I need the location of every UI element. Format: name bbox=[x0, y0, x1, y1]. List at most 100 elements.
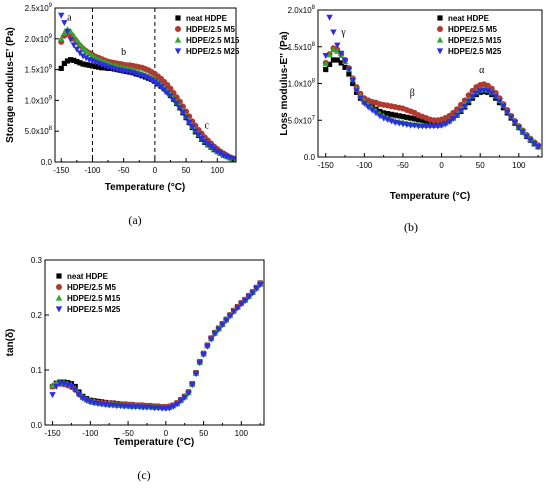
y-tick-label: 0.2 bbox=[31, 311, 43, 320]
data-point bbox=[58, 65, 64, 71]
legend-entry: HDPE/2.5 M25 bbox=[448, 47, 502, 56]
data-point bbox=[488, 90, 495, 97]
data-point bbox=[67, 28, 74, 35]
data-point bbox=[73, 46, 81, 53]
x-tick-label: 50 bbox=[476, 161, 485, 170]
data-point bbox=[507, 114, 515, 121]
legend-entry: HDPE/2.5 M5 bbox=[186, 25, 235, 34]
data-point bbox=[67, 36, 74, 43]
legend-entry: neat HDPE bbox=[67, 272, 109, 281]
data-point bbox=[449, 116, 457, 123]
data-point bbox=[461, 103, 468, 110]
data-point bbox=[408, 115, 414, 121]
y-axis-label: Storage modulus-E' (Pa) bbox=[5, 27, 16, 143]
data-point bbox=[357, 95, 364, 102]
data-point bbox=[345, 66, 353, 73]
legend-entry: HDPE/2.5 M5 bbox=[67, 283, 116, 292]
y-axis-label: Loss modulus-E'' (Pa) bbox=[279, 31, 290, 135]
data-point bbox=[201, 139, 208, 146]
data-point bbox=[361, 100, 368, 107]
y-tick-label: 0.0 bbox=[31, 421, 43, 430]
data-point bbox=[204, 343, 211, 350]
data-point bbox=[58, 12, 65, 19]
data-point bbox=[181, 394, 188, 401]
data-point bbox=[330, 29, 337, 36]
data-point bbox=[53, 383, 60, 390]
data-point bbox=[419, 117, 425, 123]
data-point bbox=[179, 110, 187, 117]
data-point bbox=[392, 112, 398, 118]
data-point bbox=[86, 50, 93, 57]
data-point bbox=[404, 114, 410, 120]
data-point bbox=[89, 63, 96, 69]
data-point bbox=[453, 112, 461, 119]
data-point bbox=[365, 104, 372, 111]
data-point bbox=[71, 57, 77, 63]
data-point bbox=[164, 90, 171, 97]
y-tick-label: 2.0x109 bbox=[25, 34, 53, 44]
data-point bbox=[192, 128, 199, 135]
data-point bbox=[167, 93, 174, 100]
x-axis-label: Temperature (°C) bbox=[114, 437, 195, 448]
data-point bbox=[400, 113, 406, 120]
x-tick-label: -50 bbox=[397, 161, 409, 170]
data-point bbox=[175, 26, 181, 32]
data-point bbox=[173, 100, 180, 107]
data-point bbox=[49, 392, 56, 399]
data-point bbox=[61, 60, 67, 67]
data-point bbox=[229, 156, 237, 163]
legend-entry: neat HDPE bbox=[186, 14, 228, 23]
data-point bbox=[384, 111, 391, 117]
data-point bbox=[210, 146, 218, 153]
data-point bbox=[388, 111, 394, 117]
data-point bbox=[79, 395, 86, 402]
data-point bbox=[70, 42, 77, 49]
data-point bbox=[223, 317, 230, 324]
y-tick-label: 1.0x108 bbox=[288, 79, 316, 89]
x-tick-label: -150 bbox=[45, 429, 62, 438]
annotation-label: a bbox=[67, 12, 72, 23]
y-tick-label: 1.0x109 bbox=[25, 95, 53, 105]
data-point bbox=[519, 129, 526, 136]
data-point bbox=[96, 64, 102, 70]
data-point bbox=[473, 90, 480, 97]
data-point bbox=[465, 92, 472, 99]
data-point bbox=[253, 286, 260, 292]
data-point bbox=[438, 122, 445, 129]
data-point bbox=[182, 115, 190, 122]
data-point bbox=[226, 313, 234, 320]
data-point bbox=[411, 116, 418, 122]
data-point bbox=[515, 125, 523, 131]
data-point bbox=[154, 81, 162, 88]
data-point bbox=[496, 98, 503, 105]
data-point bbox=[211, 331, 219, 338]
annotation-label: b bbox=[121, 47, 126, 58]
data-point bbox=[442, 121, 449, 128]
data-point bbox=[219, 322, 226, 329]
data-point bbox=[346, 71, 352, 77]
data-point bbox=[207, 336, 215, 343]
y-tick-label: 2.0x108 bbox=[288, 5, 316, 15]
data-point bbox=[469, 94, 476, 101]
plot-frame bbox=[44, 259, 265, 426]
data-point bbox=[83, 62, 89, 68]
panel-b-loss-modulus-chart: -150 -100 -50 0 50 100 0.0 5.0x107 1.0x108 1.5x10… bbox=[279, 5, 543, 202]
data-point bbox=[83, 397, 90, 404]
data-point bbox=[511, 119, 519, 126]
caption-a: (a) bbox=[128, 213, 141, 227]
legend-entry: HDPE/2.5 M25 bbox=[186, 47, 240, 56]
legend-entry: HDPE/2.5 M15 bbox=[186, 36, 240, 45]
x-tick-label: -100 bbox=[356, 161, 373, 170]
data-point bbox=[72, 387, 79, 394]
data-point bbox=[92, 63, 99, 70]
data-point bbox=[192, 371, 200, 378]
x-tick-label: 100 bbox=[512, 161, 526, 170]
data-point bbox=[334, 57, 340, 63]
data-point bbox=[176, 105, 184, 112]
data-point bbox=[488, 85, 495, 92]
x-tick-label: 0 bbox=[439, 161, 444, 170]
data-point bbox=[376, 113, 383, 120]
data-point bbox=[534, 144, 542, 151]
data-point bbox=[83, 55, 90, 62]
y-tick-label: 5.0x107 bbox=[288, 115, 316, 125]
